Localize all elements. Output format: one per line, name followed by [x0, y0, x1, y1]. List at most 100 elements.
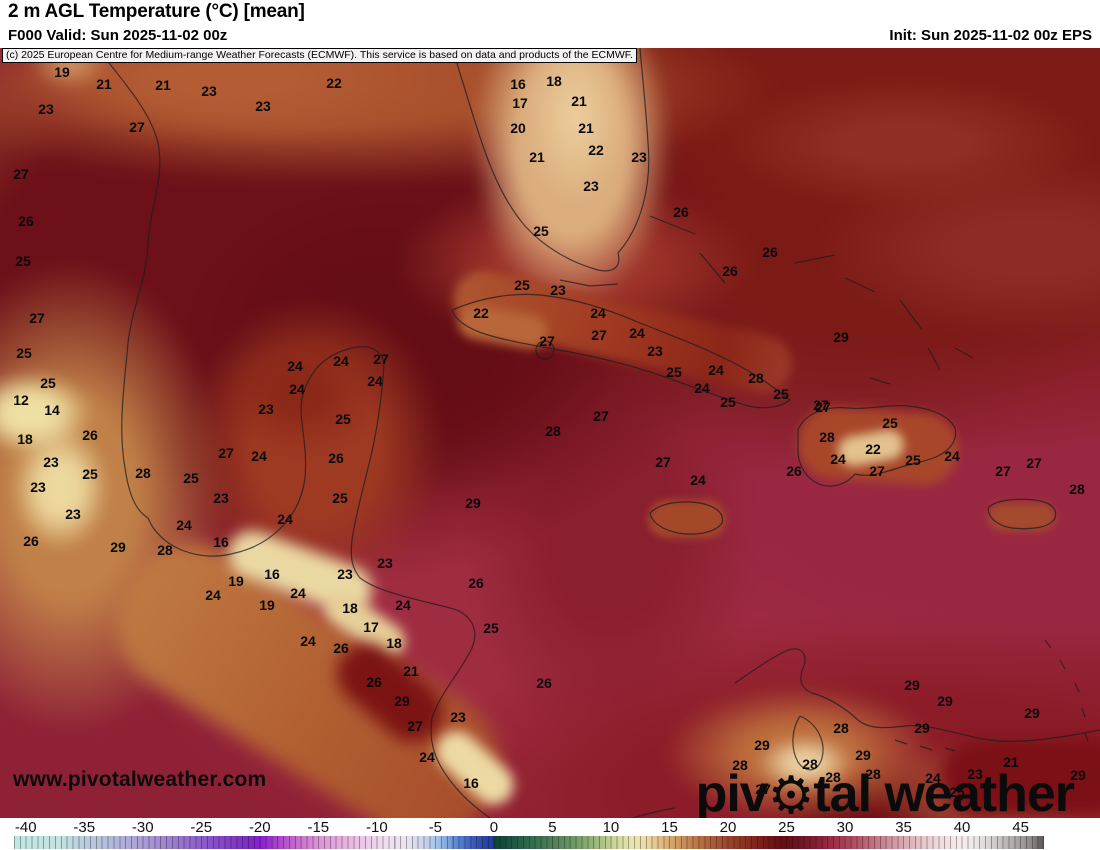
temperature-value: 26 — [673, 204, 689, 220]
temperature-value: 29 — [110, 539, 126, 555]
temperature-value: 26 — [23, 533, 39, 549]
temperature-value: 16 — [264, 566, 280, 582]
temperature-value: 27 — [13, 166, 29, 182]
temperature-value: 24 — [694, 380, 710, 396]
temperature-value: 27 — [539, 333, 555, 349]
temperature-value: 21 — [529, 149, 545, 165]
temperature-value: 21 — [403, 663, 419, 679]
temperature-value: 27 — [869, 463, 885, 479]
colorbar — [14, 836, 1044, 849]
temperature-value: 27 — [407, 718, 423, 734]
temperature-value: 23 — [583, 178, 599, 194]
temperature-value: 26 — [762, 244, 778, 260]
temperature-value: 25 — [40, 375, 56, 391]
temperature-value: 23 — [258, 401, 274, 417]
temperature-value: 26 — [786, 463, 802, 479]
temperature-value: 24 — [395, 597, 411, 613]
temperature-value: 21 — [96, 76, 112, 92]
temperature-value: 27 — [218, 445, 234, 461]
temperature-value: 27 — [655, 454, 671, 470]
temperature-value: 23 — [450, 709, 466, 725]
temperature-value: 27 — [755, 781, 771, 797]
colorbar-tick-label: 40 — [953, 819, 971, 836]
temperature-value: 24 — [708, 362, 724, 378]
florida-keys — [559, 279, 619, 287]
temperature-value: 29 — [394, 693, 410, 709]
temperature-value: 25 — [16, 345, 32, 361]
temperature-value: 14 — [44, 402, 60, 418]
colorbar-tick-label: 45 — [1012, 819, 1029, 836]
temperature-value: 16 — [463, 775, 479, 791]
temperature-value: 28 — [732, 757, 748, 773]
temperature-value: 27 — [813, 397, 829, 413]
temperature-value: 28 — [802, 756, 818, 772]
colorbar-tick-label: 5 — [548, 819, 557, 836]
temperature-value: 19 — [259, 597, 275, 613]
init-time-label: Init: Sun 2025-11-02 00z EPS — [889, 27, 1092, 44]
temperature-value: 24 — [333, 353, 349, 369]
temperature-value: 25 — [332, 490, 348, 506]
temperature-value: 28 — [135, 465, 151, 481]
lesser-antilles — [1044, 639, 1089, 742]
temperature-value: 23 — [201, 83, 217, 99]
coastlines — [97, 48, 1100, 818]
temperature-value: 27 — [373, 351, 389, 367]
temperature-value: 23 — [337, 566, 353, 582]
attribution-note: (c) 2025 European Centre for Medium-rang… — [2, 48, 637, 63]
temperature-value: 26 — [468, 575, 484, 591]
colorbar-tick-label: -25 — [190, 819, 213, 836]
temperature-value: 25 — [183, 470, 199, 486]
brand-text-left: piv — [695, 765, 769, 818]
temperature-value: 12 — [13, 392, 29, 408]
temperature-value: 26 — [328, 450, 344, 466]
temperature-value-layer: 19 21 21 23 22 23 23 27 16 18 17 21 20 21 22 23 21 23 25 26… — [0, 48, 1100, 818]
temperature-value: 25 — [720, 394, 736, 410]
map-image: 19 21 21 23 22 23 23 27 16 18 17 21 20 21 22 23 21 23 25 26… — [0, 48, 1100, 818]
colorbar-tick-label: -15 — [307, 819, 330, 836]
temperature-value: 21 — [1003, 754, 1019, 770]
temperature-value: 23 — [631, 149, 647, 165]
temperature-value: 24 — [925, 770, 941, 786]
website-watermark: www.pivotalweather.com — [13, 768, 267, 791]
colorbar-tick-label: 35 — [895, 819, 912, 836]
temperature-value: 20 — [510, 120, 526, 136]
temperature-value: 21 — [571, 93, 587, 109]
temperature-value: 16 — [213, 534, 229, 550]
temperature-value: 24 — [287, 358, 303, 374]
temperature-value: 22 — [588, 142, 604, 158]
gear-icon: ⚙ — [767, 767, 815, 818]
temperature-value: 26 — [82, 427, 98, 443]
temperature-value: 23 — [967, 766, 983, 782]
temperature-value: 18 — [342, 600, 358, 616]
temperature-value: 24 — [277, 511, 293, 527]
temperature-value: 18 — [386, 635, 402, 651]
colorbar-tick-label: 0 — [489, 819, 499, 836]
temperature-value: 22 — [326, 75, 342, 91]
temperature-value: 28 — [1069, 481, 1085, 497]
venezuela-dark-shading — [940, 738, 1100, 818]
temperature-value: 28 — [157, 542, 173, 558]
temperature-value: 23 — [647, 343, 663, 359]
temperature-value: 24 — [690, 472, 706, 488]
temperature-value: 21 — [578, 120, 594, 136]
temperature-value: 29 — [914, 720, 930, 736]
temperature-value: 29 — [833, 329, 849, 345]
temperature-value: 24 — [419, 749, 435, 765]
isla-juventud — [535, 340, 555, 360]
page-title: 2 m AGL Temperature (°C) [mean] — [8, 1, 305, 22]
colorbar-tick-label: 20 — [719, 819, 737, 836]
header-bar: 2 m AGL Temperature (°C) [mean] F000 Val… — [0, 0, 1100, 48]
temperature-value: 28 — [748, 370, 764, 386]
temperature-value: 24 — [300, 633, 316, 649]
temperature-value: 28 — [545, 423, 561, 439]
temperature-value: 29 — [1024, 705, 1040, 721]
temperature-value: 23 — [377, 555, 393, 571]
temperature-value: 17 — [363, 619, 379, 635]
colorbar-strip: -40 -35 -30 -25 -20 -15 -10 -5 0 5 10 15 20 25 30 35 40 4… — [0, 818, 1100, 850]
gulf-coastline — [97, 48, 676, 818]
temperature-value: 28 — [865, 766, 881, 782]
temperature-value: 26 — [536, 675, 552, 691]
temperature-value: 22 — [865, 441, 881, 457]
florida-coastline — [451, 48, 650, 272]
temperature-value: 25 — [533, 223, 549, 239]
